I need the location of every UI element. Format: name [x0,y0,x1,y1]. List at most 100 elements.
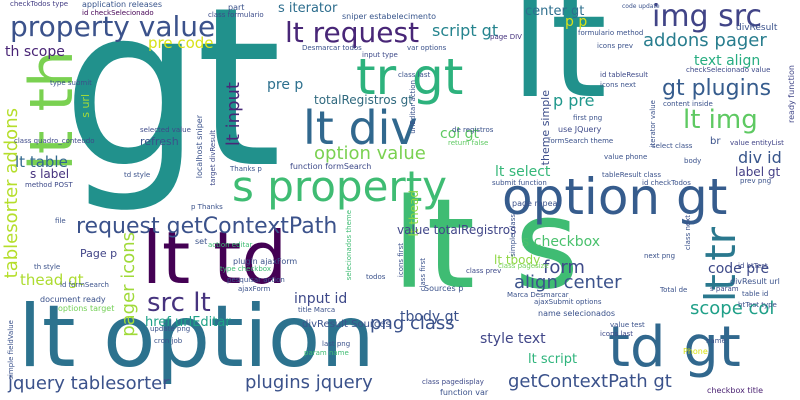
word-pesquisar-action: pesquisar action [227,276,285,284]
word-tbody-gt: tbody gt [400,309,459,325]
word-code-pre: code pre [708,261,770,277]
word-align-center: align center [514,272,622,293]
word-formulario-method: formulario method [578,29,644,37]
word-de-registros: de registros [452,126,494,134]
word-script-gt: script gt [432,21,499,40]
word-br: br [710,136,721,147]
word-class-pagedisplay: class pagedisplay [422,378,484,386]
word-thead-gt: thead gt [20,271,84,289]
word-code-update: code update [622,3,660,10]
word-formsearch-theme: formSearch theme [548,137,614,145]
word-cron-job: cron job [154,337,183,345]
word-class-formulario: class formulario [208,11,264,19]
word-p-p: p p [565,14,588,30]
word-id-checkselecionado: id checkSelecionado [82,9,154,17]
word-method-post: method POST [25,181,73,189]
word-var-options: var options [407,44,447,52]
word-p-thanks: p Thanks [191,203,223,211]
word-action-editar: action editar [208,241,253,249]
word-type-checkbox: type checkbox [220,265,272,273]
word-lt-input: lt input [223,82,244,147]
word-function-formsearch: function formSearch [290,162,372,171]
word-options-target: options target [58,304,115,313]
word-icons-next: icons next [600,81,636,89]
word-divresult-sources: divResult Sources [302,319,391,330]
word-page-repeat: page repeat [512,199,561,208]
word-content-inside: content inside [663,100,713,108]
word-th-style: th style [34,263,61,271]
word-select-class: select class [652,142,693,150]
word-lt-script: lt script [528,352,578,367]
word-lt-img: lt img [683,105,758,135]
word-img-src: img src [652,0,762,34]
word-gt: gt [62,0,282,216]
word-gt-plugins: gt plugins [662,76,772,101]
word-png-class: png class [370,313,455,334]
word-lt-select: lt select [495,164,551,180]
word-table-id: table id [742,290,769,298]
word-selected-value: selected value [140,126,191,134]
word-urleditar-action: urlEditar action [409,80,417,134]
word-ajaxform: ajaxForm [238,285,271,293]
word-value-phone: value phone [604,153,648,161]
word-label-gt: label gt [735,165,781,179]
word-file: file [55,217,66,225]
word-part: part [228,3,245,12]
word-body: body [684,157,702,165]
word-totalregistros-gt: totalRegistros gt [314,93,413,107]
word-checkbox-title: checkbox title [707,386,764,395]
word-param-name: param name [304,349,349,357]
word-center-gt: center gt [525,4,585,19]
word-input-type: input type [362,51,398,59]
word-application-releases: application releases [82,0,163,9]
word-document-ready: document ready [40,295,106,304]
word-s-iterator: s iterator [278,1,338,16]
word-tableresult-class: tableResult class [602,171,661,179]
word-tr-gt: tr gt [356,48,464,106]
word-update-png: update png [150,325,191,333]
word-lt-tbody: lt tbody [494,253,541,267]
word-id-checktodos: id checkTodos [642,179,691,187]
word-type-submit: type submit [50,79,92,87]
word-input-id: input id [294,291,348,307]
word-class-last: class last [398,71,431,79]
word-icons-prev: icons prev [597,42,634,50]
word-divresult: divResult [736,23,778,33]
word-next-png: next png [644,252,676,260]
word-function-var: function var [440,388,489,397]
word-pager-icons: pager icons [118,232,139,337]
word-divresult-url: divResult url [730,277,780,286]
word-submit-function: submit function [492,179,547,187]
word-jquery-tablesorter: jquery tablesorter [8,373,170,394]
word-lt-table: lt table [15,153,68,171]
word-simple-class: simple class [509,214,517,257]
word-first-png: first png [573,114,603,122]
word-lt-option: lt option [18,287,375,387]
word-option-value: option value [314,143,426,164]
word-s-url: s url [79,94,92,118]
word-name: name [706,337,726,345]
word-href-urleditar: href urlEditar [145,315,231,330]
word-s-property: s property [232,162,448,211]
word-total-de: Total de [660,286,688,294]
word-ajaxsubmit-options: ajaxSubmit options [534,298,602,306]
word-icons-last: icons last [600,330,634,338]
word-form: form [543,257,585,278]
word-checkselecionado-value: checkSelecionado value [686,66,771,74]
word-title-marca: title Marca [298,306,336,314]
word-lt-td: lt td [142,216,288,300]
word-lt-request: lt request [285,16,420,49]
word-set: set [195,237,208,246]
word-plugin-ajaxform: plugin ajaxForm [233,257,298,266]
word-pre-code: pre code [148,34,214,52]
word-class-next: class next [684,215,692,251]
word-s-checkbox: s checkbox [522,234,601,250]
word-div-id: div id [738,148,782,167]
word-todos: todos [366,273,386,281]
word-addons-pager: addons pager [643,30,767,51]
word-selecionados-theme: selecionados theme [345,210,353,281]
word-lt-s: lt s [392,173,580,317]
word-class-first: class first [419,258,427,292]
word-s-param: s param [710,285,739,293]
